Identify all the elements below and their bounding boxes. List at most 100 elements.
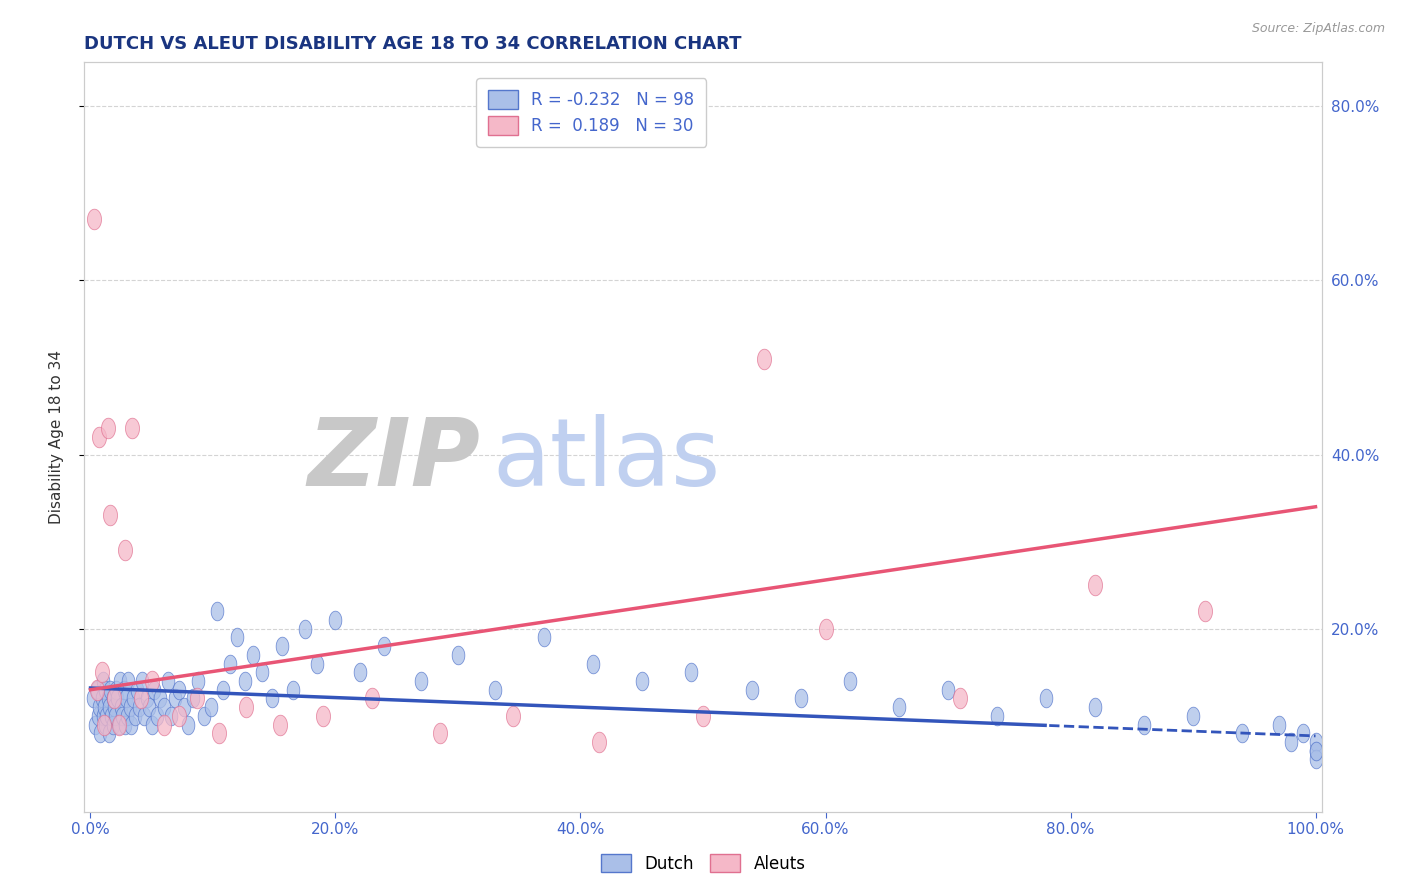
Point — [260, 691, 283, 706]
Point — [325, 613, 347, 627]
Point — [135, 691, 157, 706]
Point — [582, 657, 605, 671]
Point — [219, 657, 242, 671]
Point — [110, 700, 132, 714]
Point — [211, 682, 233, 697]
Point — [138, 700, 160, 714]
Point — [887, 700, 910, 714]
Point — [160, 709, 183, 723]
Point — [679, 665, 702, 680]
Point — [1305, 744, 1327, 758]
Point — [90, 665, 112, 680]
Point — [163, 691, 186, 706]
Point — [242, 648, 264, 662]
Point — [936, 682, 959, 697]
Point — [118, 700, 141, 714]
Point — [115, 691, 138, 706]
Point — [87, 430, 110, 444]
Point — [131, 673, 153, 688]
Point — [1035, 691, 1057, 706]
Text: ZIP: ZIP — [308, 414, 481, 506]
Point — [1268, 717, 1291, 731]
Point — [98, 682, 121, 697]
Point — [100, 709, 122, 723]
Text: DUTCH VS ALEUT DISABILITY AGE 18 TO 34 CORRELATION CHART: DUTCH VS ALEUT DISABILITY AGE 18 TO 34 C… — [84, 35, 742, 53]
Point — [103, 691, 125, 706]
Point — [149, 691, 172, 706]
Point — [93, 700, 115, 714]
Point — [83, 212, 105, 227]
Legend: Dutch, Aleuts: Dutch, Aleuts — [593, 847, 813, 880]
Point — [814, 622, 837, 636]
Point — [349, 665, 371, 680]
Point — [153, 700, 176, 714]
Point — [1305, 744, 1327, 758]
Point — [101, 691, 124, 706]
Point — [186, 691, 208, 706]
Point — [484, 682, 506, 697]
Point — [114, 717, 136, 731]
Point — [226, 631, 249, 645]
Point — [790, 691, 813, 706]
Point — [307, 657, 329, 671]
Point — [986, 709, 1008, 723]
Point — [90, 691, 112, 706]
Point — [692, 709, 714, 723]
Point — [208, 726, 231, 740]
Point — [128, 700, 150, 714]
Point — [183, 691, 205, 706]
Point — [177, 717, 200, 731]
Point — [107, 717, 129, 731]
Point — [117, 673, 139, 688]
Point — [91, 709, 114, 723]
Point — [107, 717, 129, 731]
Point — [1230, 726, 1253, 740]
Point — [235, 700, 257, 714]
Point — [94, 682, 117, 697]
Point — [741, 682, 763, 697]
Point — [373, 639, 395, 653]
Point — [97, 726, 120, 740]
Point — [111, 709, 134, 723]
Point — [84, 717, 107, 731]
Point — [754, 351, 776, 366]
Text: atlas: atlas — [492, 414, 721, 506]
Point — [82, 691, 104, 706]
Point — [97, 421, 120, 435]
Point — [630, 673, 652, 688]
Point — [1133, 717, 1156, 731]
Point — [1279, 735, 1302, 749]
Point — [93, 717, 115, 731]
Point — [97, 691, 120, 706]
Point — [101, 717, 124, 731]
Point — [115, 709, 138, 723]
Point — [269, 717, 291, 731]
Point — [103, 700, 125, 714]
Point — [173, 700, 195, 714]
Point — [114, 543, 136, 558]
Point — [141, 673, 163, 688]
Point — [98, 508, 121, 523]
Point — [588, 735, 610, 749]
Point — [312, 709, 335, 723]
Point — [233, 673, 256, 688]
Point — [1305, 752, 1327, 766]
Point — [129, 691, 152, 706]
Point — [122, 691, 145, 706]
Point — [134, 709, 156, 723]
Text: Source: ZipAtlas.com: Source: ZipAtlas.com — [1251, 22, 1385, 36]
Point — [1292, 726, 1315, 740]
Point — [143, 682, 166, 697]
Point — [120, 717, 142, 731]
Point — [86, 682, 108, 697]
Point — [447, 648, 470, 662]
Point — [167, 709, 190, 723]
Point — [94, 717, 117, 731]
Point — [1194, 604, 1216, 618]
Point — [361, 691, 384, 706]
Point — [87, 700, 110, 714]
Point — [108, 673, 131, 688]
Point — [533, 631, 555, 645]
Point — [125, 682, 148, 697]
Legend: R = -0.232   N = 98, R =  0.189   N = 30: R = -0.232 N = 98, R = 0.189 N = 30 — [477, 78, 706, 147]
